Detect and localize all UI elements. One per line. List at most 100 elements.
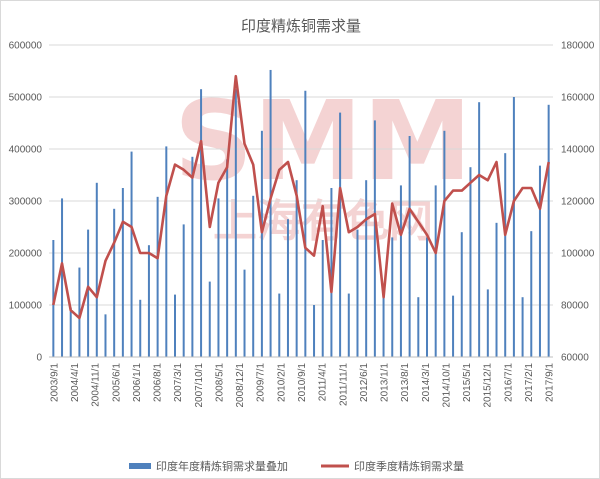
bar xyxy=(443,130,446,357)
x-tick-label: 2010/9/1 xyxy=(297,363,308,402)
bar xyxy=(252,195,255,357)
bar xyxy=(191,156,194,357)
bar xyxy=(286,219,289,357)
bar xyxy=(547,104,550,357)
bar xyxy=(182,224,185,357)
y-left-tick-label: 500000 xyxy=(9,93,43,104)
y-left-tick-label: 100000 xyxy=(9,301,43,312)
y-right-tick-label: 60000 xyxy=(561,353,589,364)
x-tick-label: 2004/11/1 xyxy=(91,363,102,407)
y-right-tick-label: 180000 xyxy=(561,41,595,52)
bar xyxy=(69,307,72,357)
x-tick-label: 2011/11/1 xyxy=(338,363,349,406)
bar xyxy=(530,231,533,357)
y-right-tick-label: 80000 xyxy=(561,301,589,312)
y-right-tick-label: 160000 xyxy=(561,93,595,104)
bar xyxy=(521,297,524,357)
x-tick-label: 2013/8/1 xyxy=(400,363,411,402)
x-tick-label: 2015/5/1 xyxy=(462,363,473,402)
bar-series xyxy=(52,69,550,358)
bar xyxy=(104,314,107,357)
bar xyxy=(226,159,229,357)
bar xyxy=(295,180,298,357)
bar xyxy=(426,237,428,357)
bar xyxy=(269,69,272,358)
x-tick-label: 2006/1/1 xyxy=(132,363,143,402)
x-tick-label: 2017/9/1 xyxy=(545,363,556,402)
bar xyxy=(95,182,98,357)
x-tick-label: 2010/2/1 xyxy=(276,363,287,402)
x-tick-label: 2009/7/1 xyxy=(256,363,267,402)
y-left-tick-label: 300000 xyxy=(9,197,43,208)
bar xyxy=(452,295,455,357)
bar xyxy=(278,293,281,357)
bar xyxy=(139,299,142,357)
x-tick-label: 2016/7/1 xyxy=(503,363,514,402)
x-tick-label: 2008/5/1 xyxy=(214,363,225,402)
bar xyxy=(313,305,316,357)
bar xyxy=(399,185,402,357)
x-tick-label: 2015/12/1 xyxy=(483,363,494,408)
right-axis-ticks: 60000 80000 100000 120000 140000 160000 180000 xyxy=(561,41,595,364)
bar xyxy=(61,198,64,357)
bar xyxy=(460,232,463,357)
watermark-logo-text: SMM xyxy=(174,77,472,205)
bar xyxy=(200,89,203,357)
bar xyxy=(87,229,90,357)
bar xyxy=(321,240,324,357)
x-tick-label: 2004/4/1 xyxy=(70,363,81,402)
bar xyxy=(504,153,507,357)
bar xyxy=(208,281,211,357)
bar xyxy=(165,146,168,357)
y-left-tick-label: 0 xyxy=(36,353,42,364)
legend-bar-label: 印度年度精炼铜需求量叠加 xyxy=(156,459,288,473)
bar xyxy=(234,89,237,357)
x-tick-label: 2003/9/1 xyxy=(49,363,60,402)
bar xyxy=(469,167,472,357)
legend-line-label: 印度季度精炼铜需求量 xyxy=(354,459,464,473)
bar xyxy=(373,120,376,358)
x-axis-ticks: 2003/9/1 2004/4/1 2004/11/1 2005/6/1 2006/1/… xyxy=(49,363,555,408)
y-right-tick-label: 120000 xyxy=(561,197,595,208)
x-tick-label: 2007/10/1 xyxy=(194,363,205,408)
line-series xyxy=(52,74,550,320)
bar xyxy=(339,112,342,357)
bar xyxy=(417,297,420,357)
bar xyxy=(260,130,263,357)
bar xyxy=(391,237,394,357)
left-axis-ticks: 0 100000 200000 300000 400000 500000 600000 xyxy=(9,41,43,364)
x-tick-label: 2006/8/1 xyxy=(153,363,164,402)
bar xyxy=(495,222,498,357)
y-right-tick-label: 140000 xyxy=(561,145,595,156)
x-tick-label: 2012/6/1 xyxy=(359,363,370,402)
bar xyxy=(113,208,116,357)
bar xyxy=(330,188,333,357)
bar xyxy=(147,245,150,357)
y-right-tick-label: 100000 xyxy=(561,249,595,260)
x-tick-label: 2014/3/1 xyxy=(421,363,432,402)
bar xyxy=(121,188,124,357)
bar xyxy=(486,289,489,357)
bar xyxy=(217,198,220,357)
x-tick-label: 2011/4/1 xyxy=(318,363,329,402)
bar xyxy=(130,151,133,357)
bar xyxy=(512,97,515,357)
x-tick-label: 2017/2/1 xyxy=(524,363,535,402)
y-left-tick-label: 600000 xyxy=(9,41,43,52)
legend-bar-swatch xyxy=(129,463,151,469)
x-tick-label: 2007/3/1 xyxy=(173,363,184,402)
bar xyxy=(156,196,159,357)
x-tick-label: 2008/12/1 xyxy=(235,363,246,408)
bar xyxy=(478,102,481,357)
bar xyxy=(408,136,411,357)
bar xyxy=(365,180,368,357)
line-path xyxy=(52,74,550,320)
bar xyxy=(382,297,385,357)
y-left-tick-label: 200000 xyxy=(9,249,43,260)
x-tick-label: 2014/10/1 xyxy=(441,363,452,408)
bar xyxy=(304,90,307,357)
chart-title: 印度精炼铜需求量 xyxy=(241,17,361,35)
bar xyxy=(243,269,246,357)
